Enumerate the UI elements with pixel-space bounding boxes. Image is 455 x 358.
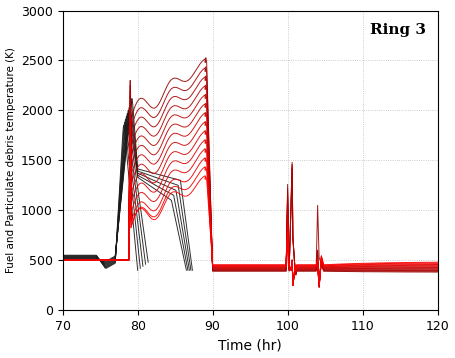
X-axis label: Time (hr): Time (hr) [218, 338, 282, 352]
Y-axis label: Fuel and Particulate debris temperature (K): Fuel and Particulate debris temperature … [5, 47, 15, 273]
Text: Ring 3: Ring 3 [370, 23, 426, 37]
